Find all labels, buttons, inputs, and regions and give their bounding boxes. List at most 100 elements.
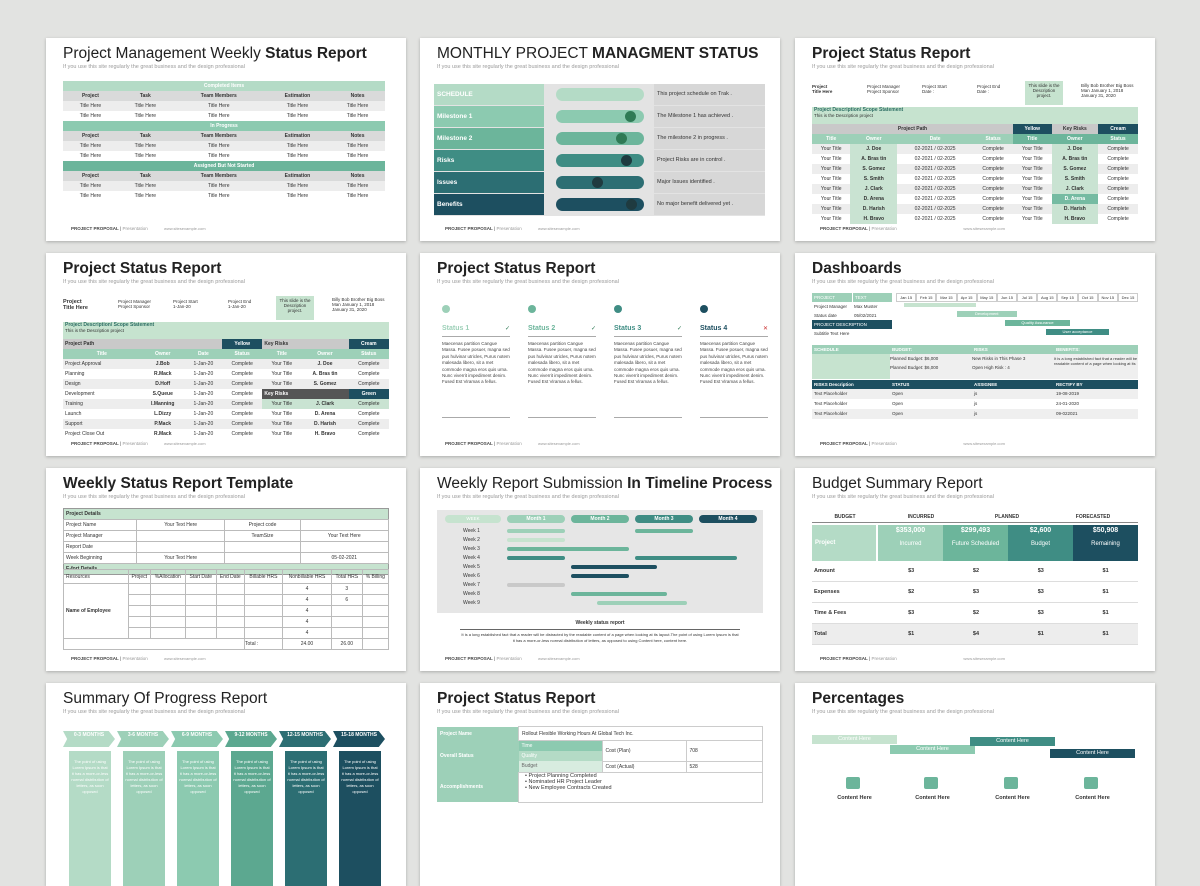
slide-dashboards[interactable]: Dashboards If you use this site regularl… xyxy=(795,253,1155,456)
slide-footer: PROJECT PROPOSAL | Presentation xyxy=(71,226,148,231)
slide-weekly-status[interactable]: Project Management Weekly Status Report … xyxy=(46,38,406,241)
report-caption: Weekly status report xyxy=(575,620,625,626)
section-header: Assigned But Not Started xyxy=(63,161,385,171)
timeline-bar xyxy=(597,601,687,605)
status-icon xyxy=(614,305,622,313)
table-row: Your Title A. Bras tin 02-2021 / 02-2025 Co… xyxy=(820,154,1129,164)
milestone-rows: SCHEDULE This project schedule on Trak . M… xyxy=(434,84,765,216)
month-label: Jul 15 xyxy=(1017,293,1038,302)
percentage-label: Content Here xyxy=(837,795,872,801)
timeline-bar xyxy=(507,583,565,587)
slide-title: MONTHLY PROJECT MANAGMENT STATUS xyxy=(437,45,759,62)
slide-timeline[interactable]: Weekly Report Submission In Timeline Pro… xyxy=(420,468,780,671)
slide-project-status-a[interactable]: Project Status Report If you use this si… xyxy=(795,38,1155,241)
risk-row: Text Placeholder Open js 24-01-2020 xyxy=(812,399,1138,409)
status-card: Status 2 ✓ Maecenas partition Cangue Massa… xyxy=(528,305,596,420)
person-info: Billy Bob Brother Big Boss Man January 1,… xyxy=(1081,83,1134,98)
slide-footer: PROJECT PROPOSAL | Presentation xyxy=(820,226,897,231)
progress-card: The point of using Lorem Ipsum is that i… xyxy=(339,751,381,886)
cross-icon: ✕ xyxy=(762,326,768,332)
slide-footer: PROJECT PROPOSAL | Presentation xyxy=(71,441,148,446)
slide-monthly-status[interactable]: MONTHLY PROJECT MANAGMENT STATUS If you … xyxy=(420,38,780,241)
progress-chevron: 3-6 MONTHS xyxy=(117,731,169,747)
table-row: Training I.Manning 1-Jan-20 Complete Your Ti… xyxy=(63,399,389,409)
summary-grid: SCHEDULE BUDGET: RISKS BENEFITS: Planned Bu… xyxy=(812,345,1138,419)
slide-progress-summary[interactable]: Summary Of Progress Report If you use th… xyxy=(46,683,406,886)
footer-url: www.sitesexample.com xyxy=(963,226,1005,231)
budget-cell: $2,600 Budget xyxy=(1008,525,1073,561)
slide-footer: PROJECT PROPOSAL | Presentation xyxy=(445,656,522,661)
accomplishment-item: • New Employee Contracts Created xyxy=(525,784,612,791)
milestone-knob xyxy=(621,155,632,166)
progress-card: The point of using Lorem Ipsum is that i… xyxy=(285,751,327,886)
report-text: It is a long established fact that a rea… xyxy=(461,632,739,643)
gantt-bar: Quality Assurance xyxy=(1004,320,1071,326)
milestone-bar xyxy=(556,88,644,101)
slide-title: Project Status Report xyxy=(437,260,596,277)
money-icon xyxy=(1084,777,1098,789)
budget-row: Expenses $2 $3 $3 $1 xyxy=(812,582,1138,603)
month-label: Apr 15 xyxy=(956,293,977,302)
month-label: Oct 15 xyxy=(1077,293,1098,302)
week-label: Week 7 xyxy=(463,582,480,588)
check-icon: ✓ xyxy=(676,326,682,332)
scope-header: Project Description/ Scope Statement Thi… xyxy=(812,107,1138,125)
week-label: Week 3 xyxy=(463,546,480,552)
scope-header: Project Description/ Scope Statement Thi… xyxy=(63,322,389,339)
slide-subtitle: If you use this site regularly the great… xyxy=(812,64,994,70)
project-label: Project Title Here xyxy=(812,84,833,94)
table-row: Your Title D. Arena 02-2021 / 02-2025 Compl… xyxy=(820,194,1129,204)
percentage-label: Content Here xyxy=(915,795,950,801)
slide-budget-summary[interactable]: Budget Summary Report If you use this si… xyxy=(795,468,1155,671)
status-body: Maecenas partition Cangue Massa. Fusee p… xyxy=(528,341,596,385)
timeline-grid: WEEK Month 1 Month 2 Month 3 Month 4 Week 1 We… xyxy=(437,510,763,613)
progress-chevron: 6-9 MONTHS xyxy=(171,731,223,747)
week-label: Week 2 xyxy=(463,537,480,543)
progress-chevron: 0-3 MONTHS xyxy=(63,731,115,747)
milestone-text: This project schedule on Trak . xyxy=(654,84,765,105)
progress-chevron: 9-12 MONTHS xyxy=(225,731,277,747)
status-icon xyxy=(700,305,708,313)
month-label: Sep 15 xyxy=(1057,293,1078,302)
slide-subtitle: If you use this site regularly the great… xyxy=(812,279,994,285)
slide-percentages[interactable]: Percentages If you use this site regular… xyxy=(795,683,1155,886)
effort-table: Resources Project %Allocation Start Date End… xyxy=(62,569,390,650)
slide-footer: PROJECT PROPOSAL | Presentation xyxy=(445,226,522,231)
status-body: Maecenas partition Cangue Massa. Fusee p… xyxy=(442,341,510,385)
slide-subtitle: If you use this site regularly the great… xyxy=(63,709,245,715)
risk-table: Project Path Yellow Key Risks Cream Title Own… xyxy=(812,124,1138,224)
gantt-bar: Development xyxy=(956,311,1017,317)
timeline-bar xyxy=(571,592,667,596)
slide-project-status-c[interactable]: Project Status Report If you use this si… xyxy=(420,683,780,886)
slide-status-cards[interactable]: Project Status Report If you use this si… xyxy=(420,253,780,456)
timeline-bar xyxy=(507,529,565,533)
section-header: Completed Items xyxy=(63,81,385,91)
milestone-text: Project Risks are in control . xyxy=(654,150,765,171)
check-icon: ✓ xyxy=(504,326,510,332)
table-row: Your Title D. Harish 02-2021 / 02-2025 Comp… xyxy=(812,204,1138,214)
description-note: This slide is the Description project. xyxy=(276,296,314,320)
slide-weekly-template[interactable]: Weekly Status Report Template If you use… xyxy=(46,468,406,671)
slide-subtitle: If you use this site regularly the great… xyxy=(63,494,245,500)
slide-subtitle: If you use this site regularly the great… xyxy=(812,494,994,500)
milestone-bar xyxy=(556,154,644,167)
milestone-label: Risks xyxy=(434,150,544,171)
status-card: Status 4 ✕ Maecenas partition Cangue Massa… xyxy=(700,305,768,420)
column-header: FORECASTED xyxy=(1075,514,1111,520)
table-row: Your Title H. Bravo 02-2021 / 02-2025 Compl… xyxy=(820,214,1129,224)
timeline-bar xyxy=(507,538,565,542)
table-row: Project Approval J.Bob 1-Jan-20 Complete You… xyxy=(63,359,389,369)
pm-label: Project Manager Project Sponsor xyxy=(118,299,152,309)
footer-url: www.sitesexample.com xyxy=(164,226,206,231)
table-row: Your Title S. Gomez 02-2021 / 02-2025 Compl… xyxy=(812,164,1138,174)
slide-project-status-b[interactable]: Project Status Report If you use this si… xyxy=(46,253,406,456)
week-label: Week 9 xyxy=(463,600,480,606)
milestone-knob xyxy=(616,133,627,144)
table-row: Support P.Mack 1-Jan-20 Complete Your Title D… xyxy=(63,419,389,429)
table-row: Name of Employee 4 3 xyxy=(63,583,390,639)
progress-card: The point of using Lorem Ipsum is that i… xyxy=(69,751,111,886)
month-header: Month 3 xyxy=(635,515,693,523)
month-label: Dec 15 xyxy=(1117,293,1139,302)
status-table: Completed Items Project Task Team Members E… xyxy=(63,81,385,201)
progress-card: The point of using Lorem Ipsum is that i… xyxy=(123,751,165,886)
